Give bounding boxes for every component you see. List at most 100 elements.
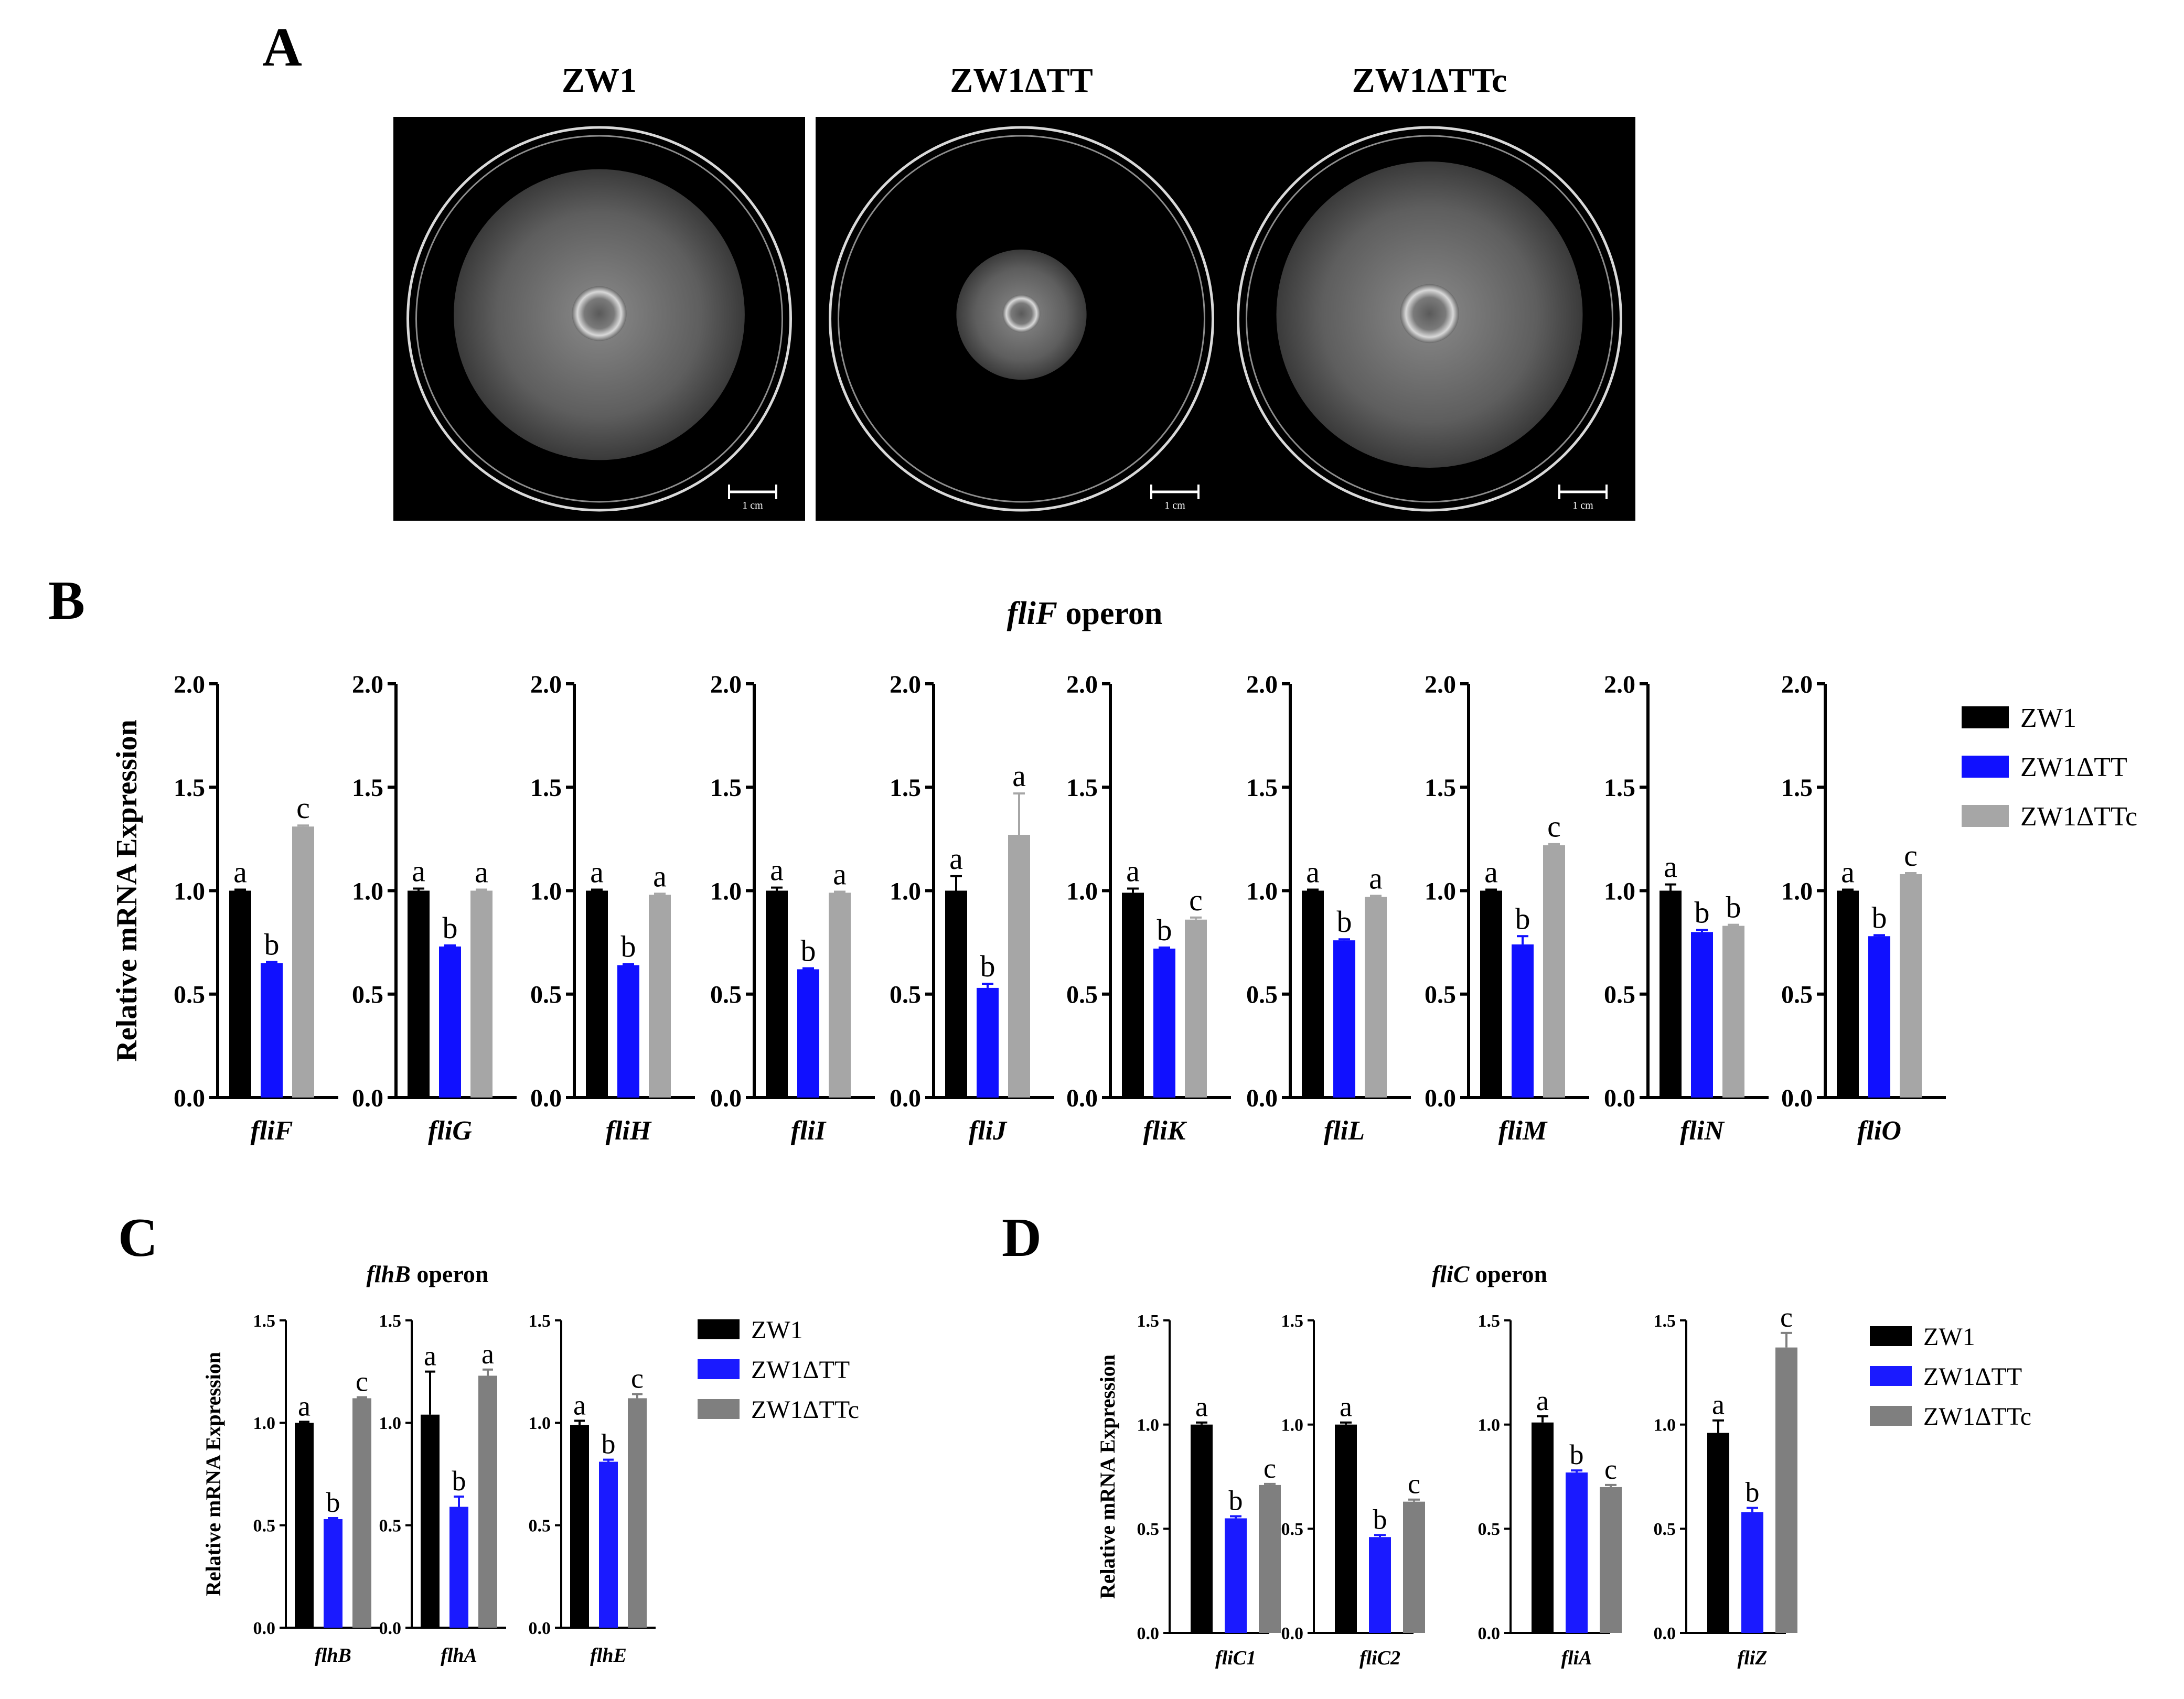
y-tick-label: 0.0 bbox=[352, 1084, 383, 1112]
gene-label: fliN bbox=[1680, 1116, 1725, 1146]
y-tick-label: 2.0 bbox=[1781, 671, 1813, 698]
y-tick-label: 1.0 bbox=[253, 1414, 276, 1433]
significance-letter: b bbox=[1872, 900, 1887, 934]
panel-d-letter: D bbox=[1002, 1207, 1042, 1268]
bar bbox=[829, 892, 851, 1098]
significance-letter: a bbox=[298, 1390, 311, 1422]
y-tick-label: 0.0 bbox=[1654, 1624, 1676, 1643]
bar bbox=[408, 890, 430, 1098]
scale-bar-label: 1 cm bbox=[1572, 500, 1593, 511]
legend-label: ZW1ΔTTc bbox=[751, 1396, 859, 1424]
y-tick-label: 0.0 bbox=[1425, 1084, 1456, 1112]
y-tick-label: 0.0 bbox=[1281, 1624, 1304, 1643]
bar bbox=[628, 1398, 647, 1628]
significance-letter: a bbox=[1664, 850, 1677, 884]
colony-core bbox=[1400, 284, 1459, 343]
y-tick-label: 1.5 bbox=[174, 774, 205, 802]
chart-c: Relative mRNA Expression0.00.51.01.5abcf… bbox=[201, 1311, 859, 1666]
bar bbox=[1225, 1518, 1247, 1633]
bar bbox=[1335, 1424, 1357, 1633]
significance-letter: b bbox=[443, 911, 458, 945]
bar bbox=[1868, 936, 1890, 1098]
significance-letter: b bbox=[452, 1465, 466, 1497]
significance-letter: c bbox=[296, 791, 310, 825]
significance-letter: a bbox=[475, 855, 488, 889]
significance-letter: b bbox=[1337, 905, 1352, 939]
significance-letter: c bbox=[1189, 883, 1203, 917]
significance-letter: b bbox=[264, 928, 280, 962]
panel-b-title-rest: operon bbox=[1057, 596, 1162, 631]
y-tick-label: 0.5 bbox=[1137, 1520, 1160, 1539]
bar bbox=[295, 1423, 314, 1628]
y-tick-label: 1.0 bbox=[379, 1414, 402, 1433]
bar bbox=[261, 963, 283, 1098]
gene-label: fliJ bbox=[969, 1116, 1008, 1146]
bar bbox=[1259, 1485, 1281, 1633]
y-tick-label: 1.0 bbox=[890, 877, 921, 905]
bar bbox=[1403, 1501, 1425, 1633]
y-tick-label: 0.5 bbox=[1281, 1520, 1304, 1539]
bar bbox=[1837, 890, 1859, 1098]
panel-c-title-gene: flhB bbox=[366, 1261, 410, 1287]
panel-c-title-rest: operon bbox=[411, 1261, 489, 1287]
y-tick-label: 2.0 bbox=[352, 671, 383, 698]
bar bbox=[977, 987, 999, 1098]
significance-letter: a bbox=[573, 1389, 586, 1421]
gene-label: fliM bbox=[1498, 1116, 1548, 1146]
significance-letter: a bbox=[1369, 861, 1383, 895]
significance-letter: a bbox=[653, 859, 667, 893]
panel-a-letter: A bbox=[262, 16, 302, 78]
bar bbox=[586, 890, 608, 1098]
gene-label: fliH bbox=[606, 1116, 652, 1146]
bar bbox=[1512, 944, 1534, 1098]
y-tick-label: 1.0 bbox=[352, 877, 383, 905]
y-tick-label: 0.5 bbox=[1654, 1520, 1676, 1539]
y-tick-label: 1.5 bbox=[1246, 774, 1278, 802]
significance-letter: a bbox=[424, 1340, 436, 1372]
panel-b-title-gene: fliF bbox=[1007, 596, 1057, 631]
dish-rim bbox=[406, 126, 792, 512]
y-tick-label: 1.0 bbox=[1478, 1416, 1501, 1435]
y-tick-label: 1.0 bbox=[529, 1414, 551, 1433]
y-tick-label: 0.0 bbox=[1137, 1624, 1160, 1643]
y-tick-label: 0.5 bbox=[890, 981, 921, 1009]
bar bbox=[470, 890, 493, 1098]
bar bbox=[1543, 845, 1565, 1098]
legend-label: ZW1ΔTT bbox=[1923, 1363, 2022, 1391]
bar bbox=[1900, 874, 1922, 1098]
panel-c-title: flhB operon bbox=[366, 1261, 488, 1287]
y-tick-label: 1.5 bbox=[1137, 1311, 1160, 1331]
significance-letter: b bbox=[1515, 901, 1530, 935]
y-tick-label: 2.0 bbox=[174, 671, 205, 698]
bar bbox=[1302, 890, 1324, 1098]
y-tick-label: 0.5 bbox=[379, 1517, 402, 1536]
y-axis-label: Relative mRNA Expression bbox=[201, 1352, 225, 1596]
y-tick-label: 0.5 bbox=[529, 1517, 551, 1536]
significance-letter: a bbox=[1195, 1391, 1208, 1423]
gene-label: flhB bbox=[315, 1644, 351, 1666]
y-tick-label: 1.0 bbox=[1281, 1416, 1304, 1435]
gene-label: fliL bbox=[1324, 1116, 1365, 1146]
y-tick-label: 0.0 bbox=[530, 1084, 562, 1112]
scale-bar-label: 1 cm bbox=[742, 500, 763, 511]
bar bbox=[1566, 1472, 1588, 1633]
y-tick-label: 1.0 bbox=[1654, 1416, 1676, 1435]
significance-letter: a bbox=[949, 842, 963, 876]
significance-letter: b bbox=[1229, 1485, 1243, 1516]
significance-letter: c bbox=[1904, 838, 1918, 873]
significance-letter: b bbox=[602, 1428, 616, 1460]
dish-inner-rim bbox=[415, 135, 783, 503]
y-tick-label: 0.0 bbox=[253, 1619, 276, 1638]
y-tick-label: 0.5 bbox=[1781, 981, 1813, 1009]
legend-label: ZW1ΔTT bbox=[2020, 752, 2127, 782]
significance-letter: a bbox=[1712, 1389, 1725, 1421]
bar bbox=[1741, 1512, 1763, 1633]
significance-letter: b bbox=[1570, 1439, 1584, 1470]
scale-bar-label: 1 cm bbox=[1164, 500, 1185, 511]
significance-letter: a bbox=[1306, 855, 1320, 889]
plate-label: ZW1ΔTTc bbox=[1352, 61, 1507, 100]
y-tick-label: 1.0 bbox=[1425, 877, 1456, 905]
y-tick-label: 0.0 bbox=[1604, 1084, 1635, 1112]
plate-images: ZW1 1 cm ZW1ΔTT 1 cm ZW1ΔTTc 1 cm bbox=[393, 61, 1635, 521]
